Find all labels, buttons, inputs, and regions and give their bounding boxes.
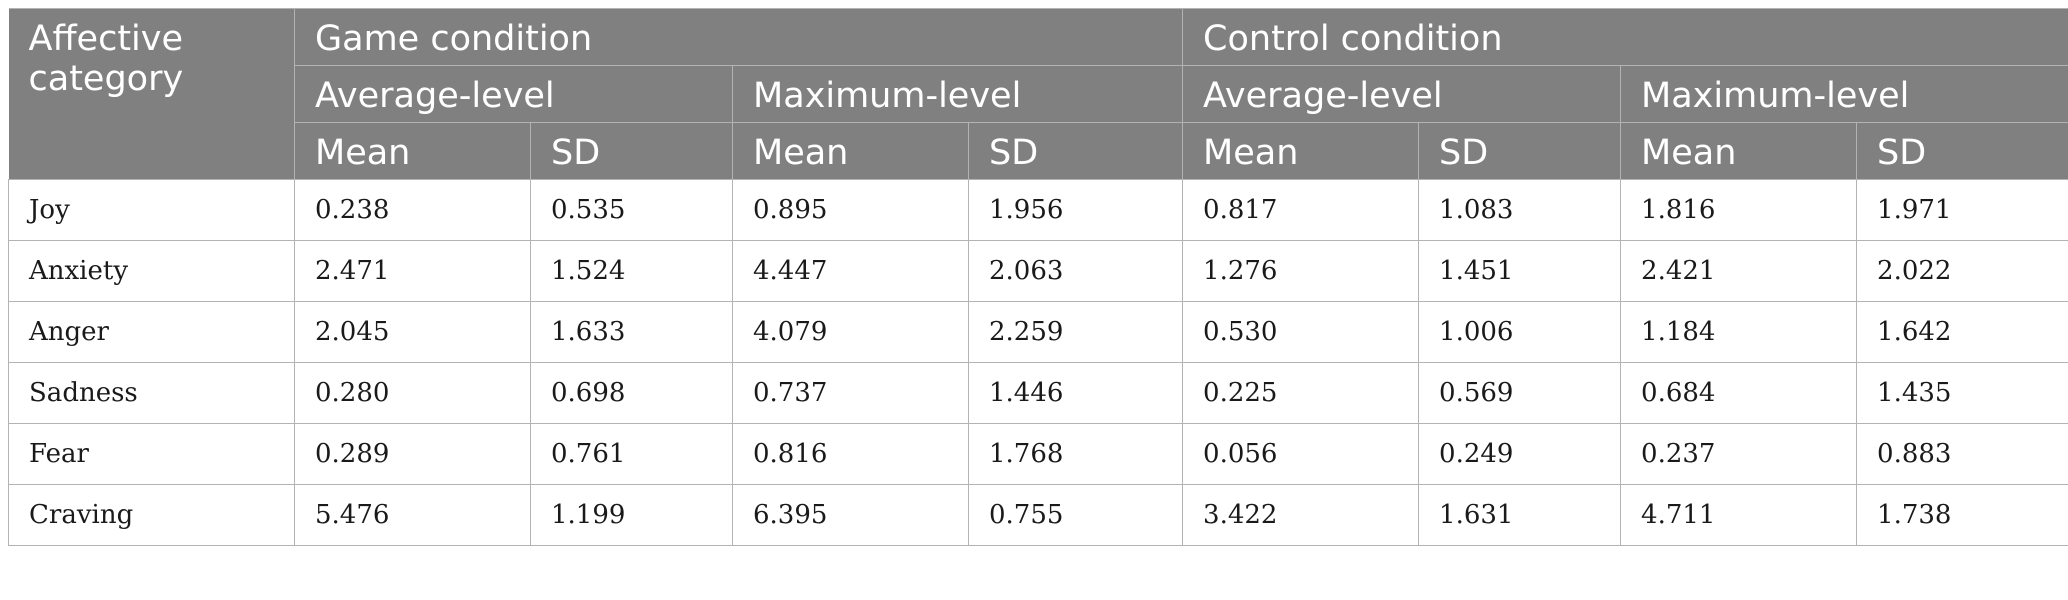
row-category: Joy <box>8 179 295 241</box>
table-row: Anger 2.045 1.633 4.079 2.259 0.530 1.00… <box>8 301 2068 363</box>
table-row: Joy 0.238 0.535 0.895 1.956 0.817 1.083 … <box>8 179 2068 241</box>
cell-value: 0.737 <box>732 362 969 424</box>
header-game-maximum-sd: SD <box>967 122 1184 180</box>
cell-value: 4.711 <box>1620 484 1858 546</box>
row-category: Anxiety <box>8 240 295 302</box>
cell-value: 0.238 <box>294 179 531 241</box>
cell-value: 1.524 <box>530 240 733 302</box>
cell-value: 0.816 <box>732 423 969 485</box>
cell-value: 1.633 <box>530 301 733 363</box>
cell-value: 0.249 <box>1418 423 1622 485</box>
cell-value: 1.971 <box>1856 179 2068 241</box>
cell-value: 2.063 <box>967 240 1184 302</box>
header-game-average-sd: SD <box>530 122 733 180</box>
header-control-condition: Control condition <box>1182 8 2068 66</box>
cell-value: 1.816 <box>1620 179 1858 241</box>
cell-value: 0.883 <box>1856 423 2068 485</box>
cell-value: 6.395 <box>732 484 969 546</box>
cell-value: 4.447 <box>732 240 969 302</box>
header-game-condition: Game condition <box>293 8 1184 66</box>
header-row-levels: Average-level Maximum-level Average-leve… <box>9 65 2068 123</box>
table-header: Affective category Game condition Contro… <box>8 8 2068 180</box>
cell-value: 0.817 <box>1182 179 1420 241</box>
table-body: Joy 0.238 0.535 0.895 1.956 0.817 1.083 … <box>8 179 2068 546</box>
header-game-maximum-level: Maximum-level <box>731 65 1184 123</box>
cell-value: 1.451 <box>1418 240 1622 302</box>
header-affective-category: Affective category <box>8 8 295 180</box>
row-category: Craving <box>8 484 295 546</box>
header-row-stats: Mean SD Mean SD Mean SD Mean SD <box>9 122 2068 180</box>
cell-value: 0.280 <box>294 362 531 424</box>
cell-value: 0.698 <box>530 362 733 424</box>
cell-value: 0.895 <box>732 179 969 241</box>
cell-value: 5.476 <box>294 484 531 546</box>
header-control-average-sd: SD <box>1418 122 1622 180</box>
header-game-maximum-mean: Mean <box>732 122 969 180</box>
header-control-average-level: Average-level <box>1182 65 1622 123</box>
row-category: Fear <box>8 423 295 485</box>
cell-value: 1.184 <box>1620 301 1858 363</box>
header-control-average-mean: Mean <box>1182 122 1420 180</box>
table-row: Sadness 0.280 0.698 0.737 1.446 0.225 0.… <box>8 362 2068 424</box>
cell-value: 1.956 <box>967 179 1184 241</box>
cell-value: 3.422 <box>1182 484 1420 546</box>
header-control-maximum-level: Maximum-level <box>1620 65 2068 123</box>
cell-value: 2.022 <box>1856 240 2068 302</box>
cell-value: 0.225 <box>1182 362 1420 424</box>
cell-value: 0.755 <box>967 484 1184 546</box>
row-category: Anger <box>8 301 295 363</box>
header-control-maximum-mean: Mean <box>1620 122 1858 180</box>
header-game-average-mean: Mean <box>294 122 531 180</box>
cell-value: 2.421 <box>1620 240 1858 302</box>
cell-value: 1.006 <box>1418 301 1622 363</box>
cell-value: 1.446 <box>967 362 1184 424</box>
table-row: Anxiety 2.471 1.524 4.447 2.063 1.276 1.… <box>8 240 2068 302</box>
header-game-average-level: Average-level <box>294 65 733 123</box>
cell-value: 0.237 <box>1620 423 1858 485</box>
row-category: Sadness <box>8 362 295 424</box>
cell-value: 0.535 <box>530 179 733 241</box>
table-row: Craving 5.476 1.199 6.395 0.755 3.422 1.… <box>8 484 2068 546</box>
cell-value: 1.738 <box>1856 484 2068 546</box>
affect-table: Affective category Game condition Contro… <box>8 8 2068 546</box>
cell-value: 1.642 <box>1856 301 2068 363</box>
cell-value: 0.684 <box>1620 362 1858 424</box>
cell-value: 1.276 <box>1182 240 1420 302</box>
cell-value: 0.056 <box>1182 423 1420 485</box>
cell-value: 1.199 <box>530 484 733 546</box>
cell-value: 0.530 <box>1182 301 1420 363</box>
header-row-conditions: Affective category Game condition Contro… <box>8 8 2068 180</box>
cell-value: 0.569 <box>1418 362 1622 424</box>
cell-value: 4.079 <box>732 301 969 363</box>
header-control-maximum-sd: SD <box>1856 122 2068 180</box>
cell-value: 0.761 <box>530 423 733 485</box>
cell-value: 2.045 <box>294 301 531 363</box>
cell-value: 1.631 <box>1418 484 1622 546</box>
table-row: Fear 0.289 0.761 0.816 1.768 0.056 0.249… <box>8 423 2068 485</box>
cell-value: 2.259 <box>967 301 1184 363</box>
cell-value: 1.083 <box>1418 179 1622 241</box>
cell-value: 1.435 <box>1856 362 2068 424</box>
cell-value: 0.289 <box>294 423 531 485</box>
cell-value: 2.471 <box>294 240 531 302</box>
cell-value: 1.768 <box>967 423 1184 485</box>
